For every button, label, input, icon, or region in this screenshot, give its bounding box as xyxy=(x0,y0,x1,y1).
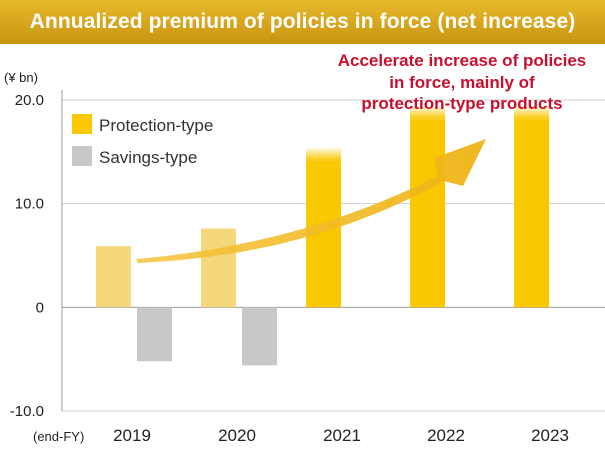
protection-bar xyxy=(201,228,236,308)
savings-bar xyxy=(242,307,277,366)
x-unit-label: (end-FY) xyxy=(33,429,84,444)
x-tick-label: 2020 xyxy=(218,426,256,445)
x-tick-label: 2021 xyxy=(323,426,361,445)
x-tick-label: 2023 xyxy=(531,426,569,445)
protection-bar-fade xyxy=(306,146,341,161)
legend-label-protection: Protection-type xyxy=(99,116,213,135)
annotation-line: Accelerate increase of policies xyxy=(338,51,587,70)
protection-bar-fade xyxy=(410,105,445,120)
legend-swatch-savings xyxy=(72,146,92,166)
chart-title: Annualized premium of policies in force … xyxy=(0,0,605,44)
y-tick-label: 10.0 xyxy=(15,196,44,213)
legend-label-savings: Savings-type xyxy=(99,148,197,167)
protection-bar xyxy=(514,119,549,308)
y-tick-label: -10.0 xyxy=(10,403,44,420)
protection-bar-fade xyxy=(514,105,549,120)
protection-bar xyxy=(96,246,131,308)
y-tick-label: 20.0 xyxy=(15,92,44,109)
annotation-line: protection-type products xyxy=(361,94,562,113)
y-tick-label: 0 xyxy=(36,299,44,316)
x-tick-label: 2022 xyxy=(427,426,465,445)
savings-bar xyxy=(137,307,172,362)
y-unit-label: (¥ bn) xyxy=(4,70,38,85)
legend: Protection-type Savings-type xyxy=(72,114,213,167)
annotation-line: in force, mainly of xyxy=(389,73,535,92)
legend-swatch-protection xyxy=(72,114,92,134)
x-tick-label: 2019 xyxy=(113,426,151,445)
protection-bar xyxy=(410,119,445,308)
